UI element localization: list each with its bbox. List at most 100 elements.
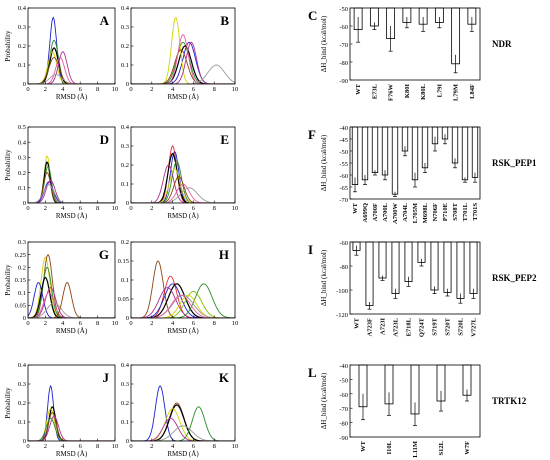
panel-letter: E <box>220 132 229 147</box>
series-line-5 <box>131 49 235 84</box>
x-tick-label: 4 <box>171 320 175 327</box>
series-line-2 <box>28 254 115 318</box>
series-line-7 <box>28 184 115 203</box>
y-tick-label: -80 <box>339 264 348 271</box>
panel-letter: F <box>308 127 316 142</box>
curves <box>28 385 115 441</box>
panel-letter: K <box>219 370 230 385</box>
x-tick-label: 2 <box>150 86 153 93</box>
x-tick-label: 0 <box>129 443 132 450</box>
series-line-4 <box>131 160 235 203</box>
series-line-7 <box>28 57 115 84</box>
x-tick-label: 10 <box>112 205 119 212</box>
y-tick-label: 0.3 <box>121 381 129 388</box>
category-label: WT <box>360 440 367 452</box>
category-label: A704L <box>402 202 409 221</box>
panel-letter: H <box>219 247 229 262</box>
y-tick-label: 0.1 <box>18 62 26 69</box>
series-line-9 <box>28 281 115 318</box>
panel-letter: L <box>308 365 317 380</box>
series-line-1 <box>28 256 115 318</box>
category-label: T701L <box>462 202 469 221</box>
panel-letter: D <box>100 132 109 147</box>
y-tick-label: 0.4 <box>18 362 27 369</box>
x-tick-label: 8 <box>213 320 216 327</box>
x-tick-label: 10 <box>112 86 119 93</box>
series-line-6 <box>28 415 115 441</box>
y-tick-label: -120 <box>336 312 348 319</box>
y-tick-label: -90 <box>339 435 348 442</box>
y-tick-label: 0.1 <box>18 185 26 192</box>
x-tick-label: 10 <box>232 443 239 450</box>
series-line-3 <box>131 404 235 441</box>
category-label: WT <box>355 83 362 95</box>
category-label: E73L <box>371 83 378 99</box>
x-tick-label: 0 <box>129 320 132 327</box>
x-tick-label: 6 <box>79 205 83 212</box>
y-tick-label: -40 <box>339 125 348 132</box>
y-tick-label: 0.2 <box>121 239 129 246</box>
series-line-6 <box>131 41 235 84</box>
bar <box>461 126 469 181</box>
category-label: WT <box>352 202 359 214</box>
series-line-6 <box>28 287 115 318</box>
bar <box>361 126 369 181</box>
protein-label: TRTK12 <box>492 396 527 406</box>
y-tick-label: 0.2 <box>121 43 129 50</box>
y-tick-label: 0.1 <box>18 419 26 426</box>
y-tick-label: 0.4 <box>121 124 130 131</box>
series-line-5 <box>28 282 115 318</box>
curves <box>131 260 235 318</box>
panel-letter: B <box>220 13 229 28</box>
x-tick-label: 0 <box>26 320 29 327</box>
category-label: L79M <box>453 84 460 101</box>
panel-letter: G <box>99 247 109 262</box>
y-axis-label: ΔH_bind (kcal/mol) <box>320 134 328 191</box>
x-tick-label: 6 <box>192 443 196 450</box>
curves <box>28 155 115 203</box>
y-tick-label: 0.2 <box>18 43 26 50</box>
category-label: M698L <box>422 202 429 223</box>
y-tick-label: 0.1 <box>121 419 129 426</box>
series-line-1 <box>28 385 115 441</box>
y-axis-label: Probability <box>4 387 12 419</box>
category-label: K80I <box>404 84 411 99</box>
x-tick-label: 6 <box>192 86 196 93</box>
y-tick-label: 0.1 <box>121 62 129 69</box>
bar <box>421 126 429 169</box>
x-tick-label: 0 <box>26 86 29 93</box>
x-tick-label: 4 <box>171 443 175 450</box>
y-axis-label: ΔH_bind (kcal/mol) <box>320 15 328 72</box>
x-tick-label: 8 <box>96 86 99 93</box>
plot-frame <box>349 7 481 81</box>
y-tick-label: 0.4 <box>18 5 27 12</box>
y-tick-label: 0.3 <box>18 155 26 162</box>
panel-h: 0 2 4 6 8 10 0 0.05 0.1 0.15 0.2 RMSD (Å) H <box>118 239 239 335</box>
category-label: A700W <box>392 203 399 224</box>
y-tick-label: -90 <box>339 78 348 85</box>
category-label: S719T <box>432 317 439 335</box>
panel-letter: C <box>308 8 317 23</box>
x-tick-label: 8 <box>213 86 216 93</box>
y-tick-label: -50 <box>339 149 348 156</box>
x-tick-label: 10 <box>232 205 239 212</box>
x-tick-label: 4 <box>61 443 65 450</box>
series-line-3 <box>28 408 115 441</box>
y-tick-label: 0.3 <box>18 381 26 388</box>
y-tick-label: -70 <box>339 42 348 49</box>
panel-d: 0 2 4 6 8 10 0 0.1 0.2 0.3 0.4 0.5 RMSD (Å) Probabili… <box>4 124 118 220</box>
series-line-2 <box>131 41 235 84</box>
category-label: S12L <box>438 440 445 455</box>
panel-g: 0 2 4 6 8 10 0 0.05 0.1 0.15 0.2 0.25 0.3 RMSD (Å) Pro… <box>4 239 118 335</box>
y-tick-label: -60 <box>339 173 348 180</box>
category-label: L705M <box>412 203 419 223</box>
y-tick-label: -60 <box>339 392 348 399</box>
panel-letter: A <box>100 13 110 28</box>
x-tick-label: 0 <box>26 205 29 212</box>
x-tick-label: 4 <box>171 86 175 93</box>
x-tick-label: 10 <box>112 443 119 450</box>
y-tick-label: 0.05 <box>118 296 129 303</box>
category-label: I10L <box>386 440 393 454</box>
x-tick-label: 2 <box>150 320 153 327</box>
